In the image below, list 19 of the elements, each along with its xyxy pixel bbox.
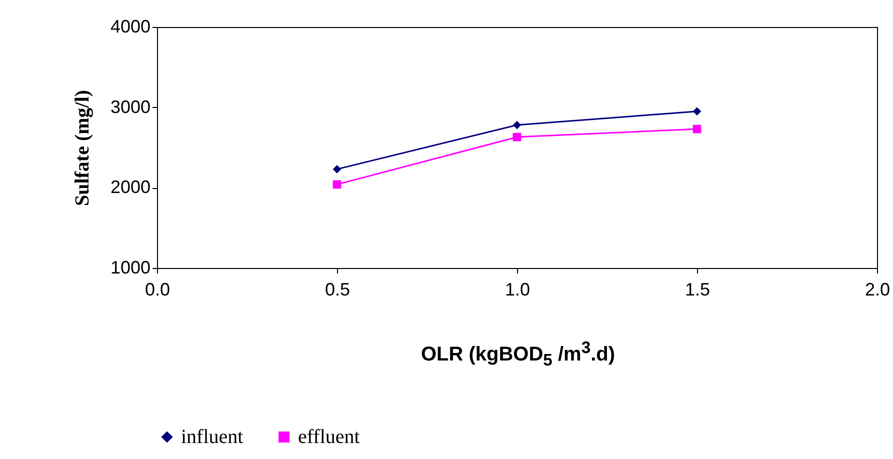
y-tick-label: 1000 xyxy=(110,258,150,278)
legend-label: effluent xyxy=(298,426,360,448)
x-axis-title: OLR (kgBOD$_{5}$ /m$^{3}$.d) xyxy=(420,338,616,371)
x-tick-label: 0.0 xyxy=(144,280,170,300)
y-tick-label: 2000 xyxy=(110,177,150,198)
x-tick-label: 1.0 xyxy=(504,280,530,300)
point xyxy=(332,165,342,174)
y-tick-label: 4000 xyxy=(110,16,150,36)
point xyxy=(512,120,522,130)
x-tick-label: 0.5 xyxy=(324,280,350,300)
y-tick-label: 3000 xyxy=(110,96,150,117)
point xyxy=(692,124,702,134)
y-axis-title: Sulfate (mg/l) xyxy=(71,90,94,206)
point xyxy=(512,132,522,142)
x-tick-label: 2.0 xyxy=(864,280,890,300)
point xyxy=(692,107,702,116)
point xyxy=(332,180,342,189)
x-tick-label: 1.5 xyxy=(684,280,710,300)
legend-label: influent xyxy=(181,426,244,448)
